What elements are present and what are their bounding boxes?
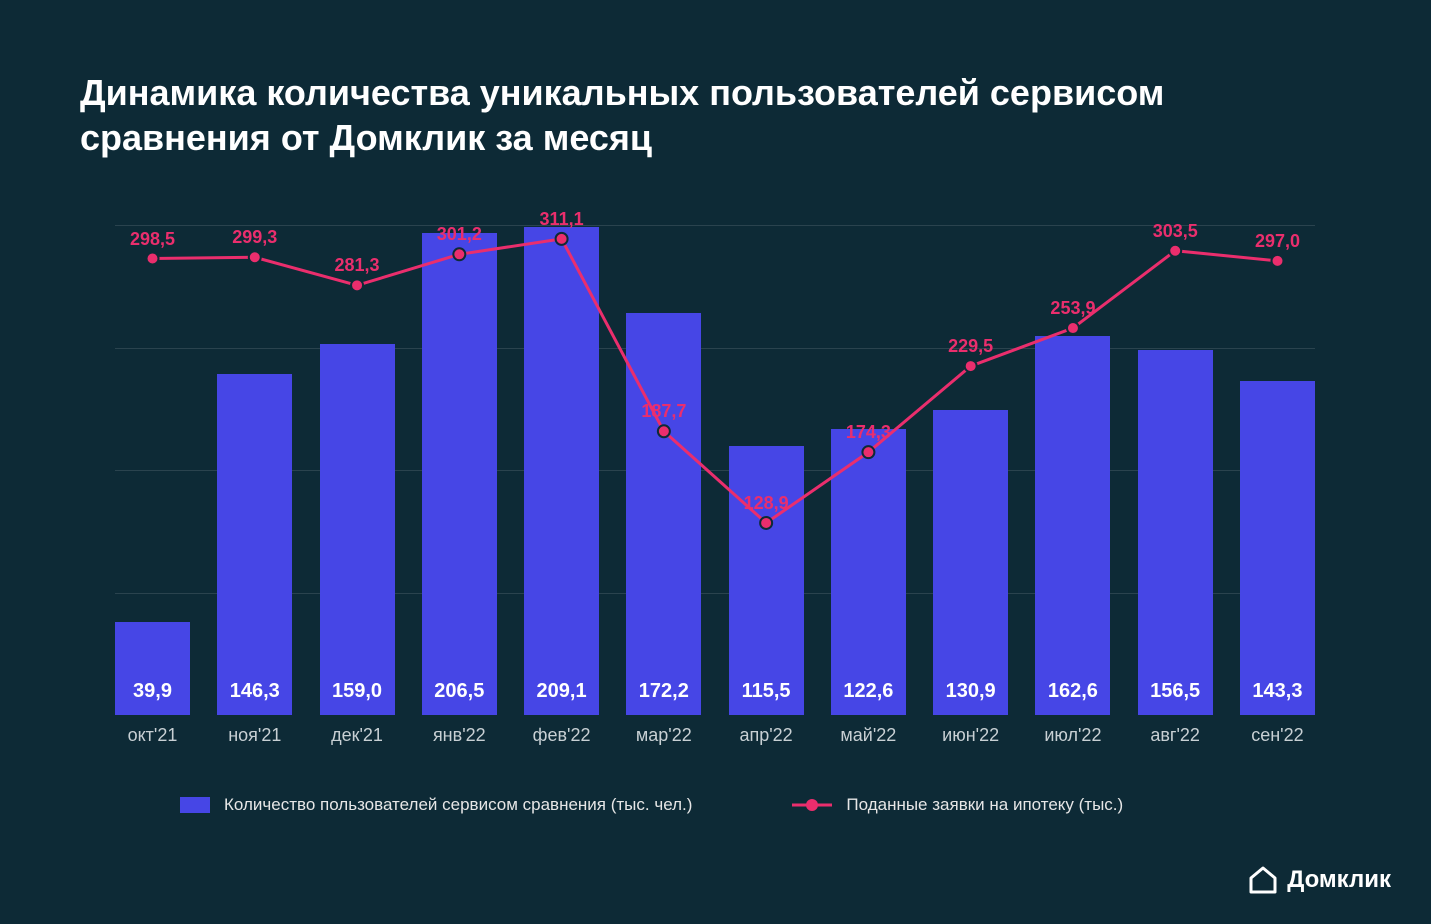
line-value-label: 128,9: [744, 493, 789, 514]
line-value-label: 187,7: [641, 401, 686, 422]
x-axis-label: фев'22: [524, 725, 599, 746]
line-value-label: 253,9: [1050, 298, 1095, 319]
x-axis-label: сен'22: [1240, 725, 1315, 746]
x-axis-label: ноя'21: [217, 725, 292, 746]
chart-title: Динамика количества уникальных пользоват…: [80, 70, 1180, 160]
house-icon: [1249, 866, 1277, 894]
legend-bar-swatch: [180, 797, 210, 813]
line-series: [115, 225, 1315, 715]
x-axis-label: апр'22: [729, 725, 804, 746]
legend-item-bars: Количество пользователей сервисом сравне…: [180, 795, 692, 815]
legend-bar-label: Количество пользователей сервисом сравне…: [224, 795, 692, 815]
legend: Количество пользователей сервисом сравне…: [180, 795, 1240, 815]
line-value-label: 301,2: [437, 224, 482, 245]
legend-line-swatch: [792, 797, 832, 813]
x-axis-label: мар'22: [626, 725, 701, 746]
chart-plot-area: 39,9146,3159,0206,5209,1172,2115,5122,61…: [115, 225, 1315, 715]
x-axis-label: июл'22: [1035, 725, 1110, 746]
line-value-label: 311,1: [540, 209, 584, 230]
legend-item-line: Поданные заявки на ипотеку (тыс.): [792, 795, 1123, 815]
brand-name: Домклик: [1287, 866, 1391, 894]
line-value-label: 303,5: [1153, 221, 1198, 242]
x-axis-label: окт'21: [115, 725, 190, 746]
legend-line-label: Поданные заявки на ипотеку (тыс.): [846, 795, 1123, 815]
line-value-label: 299,3: [232, 227, 277, 248]
x-axis-label: дек'21: [320, 725, 395, 746]
line-value-label: 174,3: [846, 422, 891, 443]
x-axis-label: авг'22: [1138, 725, 1213, 746]
x-axis-label: май'22: [831, 725, 906, 746]
line-value-label: 297,0: [1255, 231, 1300, 252]
x-axis-label: июн'22: [933, 725, 1008, 746]
line-value-label: 281,3: [335, 255, 380, 276]
line-value-label: 298,5: [130, 229, 175, 250]
x-axis-label: янв'22: [422, 725, 497, 746]
brand-logo: Домклик: [1249, 866, 1391, 894]
x-axis-labels: окт'21 ноя'21 дек'21 янв'22 фев'22 мар'22 апр'…: [115, 725, 1315, 746]
line-value-label: 229,5: [948, 336, 993, 357]
